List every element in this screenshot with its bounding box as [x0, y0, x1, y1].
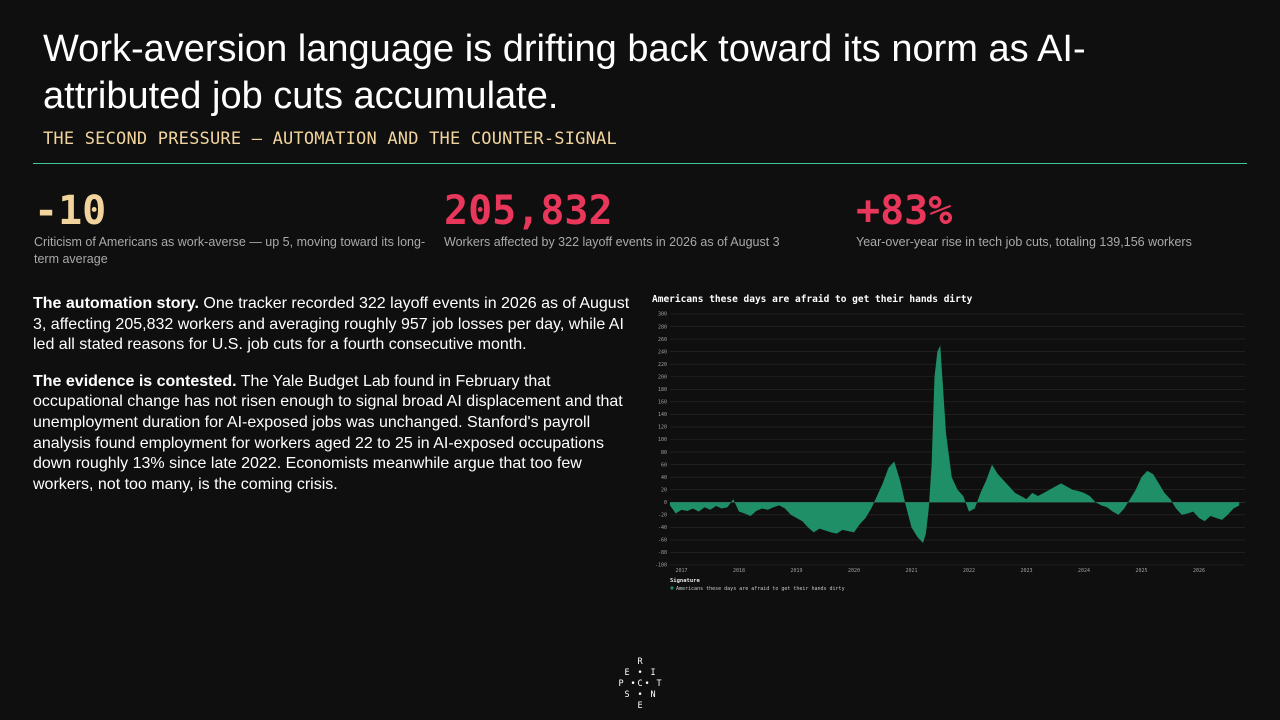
paragraph-evidence: The evidence is contested. The Yale Budg… [33, 372, 633, 496]
logo-dot: • [637, 668, 643, 678]
logo-letter: I [650, 668, 656, 678]
y-axis-ticks: -100 -80 -60 -40 -20 0 20 40 60 80 100 120 140 160 180… [655, 312, 667, 569]
stat-description: Year-over-year rise in tech job cuts, to… [856, 235, 1192, 249]
y-tick-label: 240 [658, 349, 667, 355]
logo-letter: C [637, 679, 643, 689]
stat-description: Workers affected by 322 layoff events in… [444, 235, 780, 249]
stat-value: -10 [34, 188, 107, 234]
paragraph-lead: The automation story. [33, 295, 199, 312]
legend-label: Americans these days are afraid to get t… [676, 586, 845, 592]
body-text: The automation story. One tracker record… [33, 294, 633, 511]
x-tick-label: 2019 [790, 568, 802, 574]
logo-letter: R [637, 657, 643, 667]
x-tick-label: 2017 [675, 568, 687, 574]
y-tick-label: 80 [661, 450, 667, 456]
stat-description: Criticism of Americans as work-averse — … [34, 235, 426, 266]
stat-workers-affected: 205,832 Workers affected by 322 layoff e… [444, 188, 844, 251]
y-tick-label: -40 [658, 525, 667, 531]
chart-grid [670, 313, 1245, 566]
logo-dot: • [644, 679, 650, 689]
logo-dot: • [637, 690, 643, 700]
logo-letter: P [618, 679, 624, 689]
y-tick-label: 40 [661, 475, 667, 481]
y-tick-label: -80 [658, 550, 667, 556]
x-tick-label: 2026 [1193, 568, 1205, 574]
y-tick-label: -20 [658, 513, 667, 519]
y-tick-label: 180 [658, 387, 667, 393]
section-subtitle: THE SECOND PRESSURE — AUTOMATION AND THE… [43, 129, 617, 149]
x-tick-label: 2021 [905, 568, 917, 574]
y-tick-label: 100 [658, 437, 667, 443]
y-tick-label: 0 [664, 500, 667, 506]
page-title: Work-aversion language is drifting back … [43, 28, 1086, 117]
paragraph-automation-story: The automation story. One tracker record… [33, 294, 633, 356]
x-axis-ticks: 2017 2018 2019 2020 2021 2022 2023 2024 2025 2026 [675, 568, 1205, 574]
logo-letter: S [624, 690, 630, 700]
x-tick-label: 2020 [848, 568, 860, 574]
y-tick-label: 20 [661, 487, 667, 493]
logo-letter: N [650, 690, 656, 700]
stat-tech-job-cuts: +83% Year-over-year rise in tech job cut… [856, 188, 1256, 251]
stat-value: +83% [856, 188, 953, 234]
chart-svg: Americans these days are afraid to get t… [652, 294, 1245, 592]
signature-chart: Americans these days are afraid to get t… [650, 290, 1250, 600]
paragraph-body: The Yale Budget Lab found in February th… [33, 372, 623, 493]
x-tick-label: 2018 [733, 568, 745, 574]
logo-dot: • [630, 679, 636, 689]
x-tick-label: 2022 [963, 568, 975, 574]
logo-letter: E [637, 701, 643, 711]
y-tick-label: -60 [658, 538, 667, 544]
y-tick-label: 120 [658, 425, 667, 431]
logo-letter: T [656, 679, 662, 689]
y-tick-label: 220 [658, 362, 667, 368]
y-tick-label: 160 [658, 400, 667, 406]
paragraph-lead: The evidence is contested. [33, 372, 237, 390]
stat-value: 205,832 [444, 188, 613, 234]
y-tick-label: 280 [658, 324, 667, 330]
header-divider [33, 163, 1247, 164]
stat-work-aversion: -10 Criticism of Americans as work-avers… [34, 188, 434, 268]
legend-title: Signature [670, 578, 700, 584]
y-tick-label: 300 [658, 312, 667, 318]
x-tick-label: 2023 [1020, 568, 1032, 574]
x-tick-label: 2024 [1078, 568, 1090, 574]
y-tick-label: -100 [655, 563, 667, 569]
y-tick-label: 260 [658, 337, 667, 343]
paragraph-body: One tracker recorded 322 layoff events i… [33, 295, 630, 354]
x-tick-label: 2025 [1135, 568, 1147, 574]
chart-title: Americans these days are afraid to get t… [652, 294, 973, 305]
y-tick-label: 140 [658, 412, 667, 418]
y-tick-label: 200 [658, 374, 667, 380]
brand-logo: R E • I P • C • T S • N E [613, 656, 667, 711]
legend-swatch [670, 586, 674, 590]
logo-letter: E [624, 668, 630, 678]
series-area [670, 345, 1240, 544]
y-tick-label: 60 [661, 462, 667, 468]
